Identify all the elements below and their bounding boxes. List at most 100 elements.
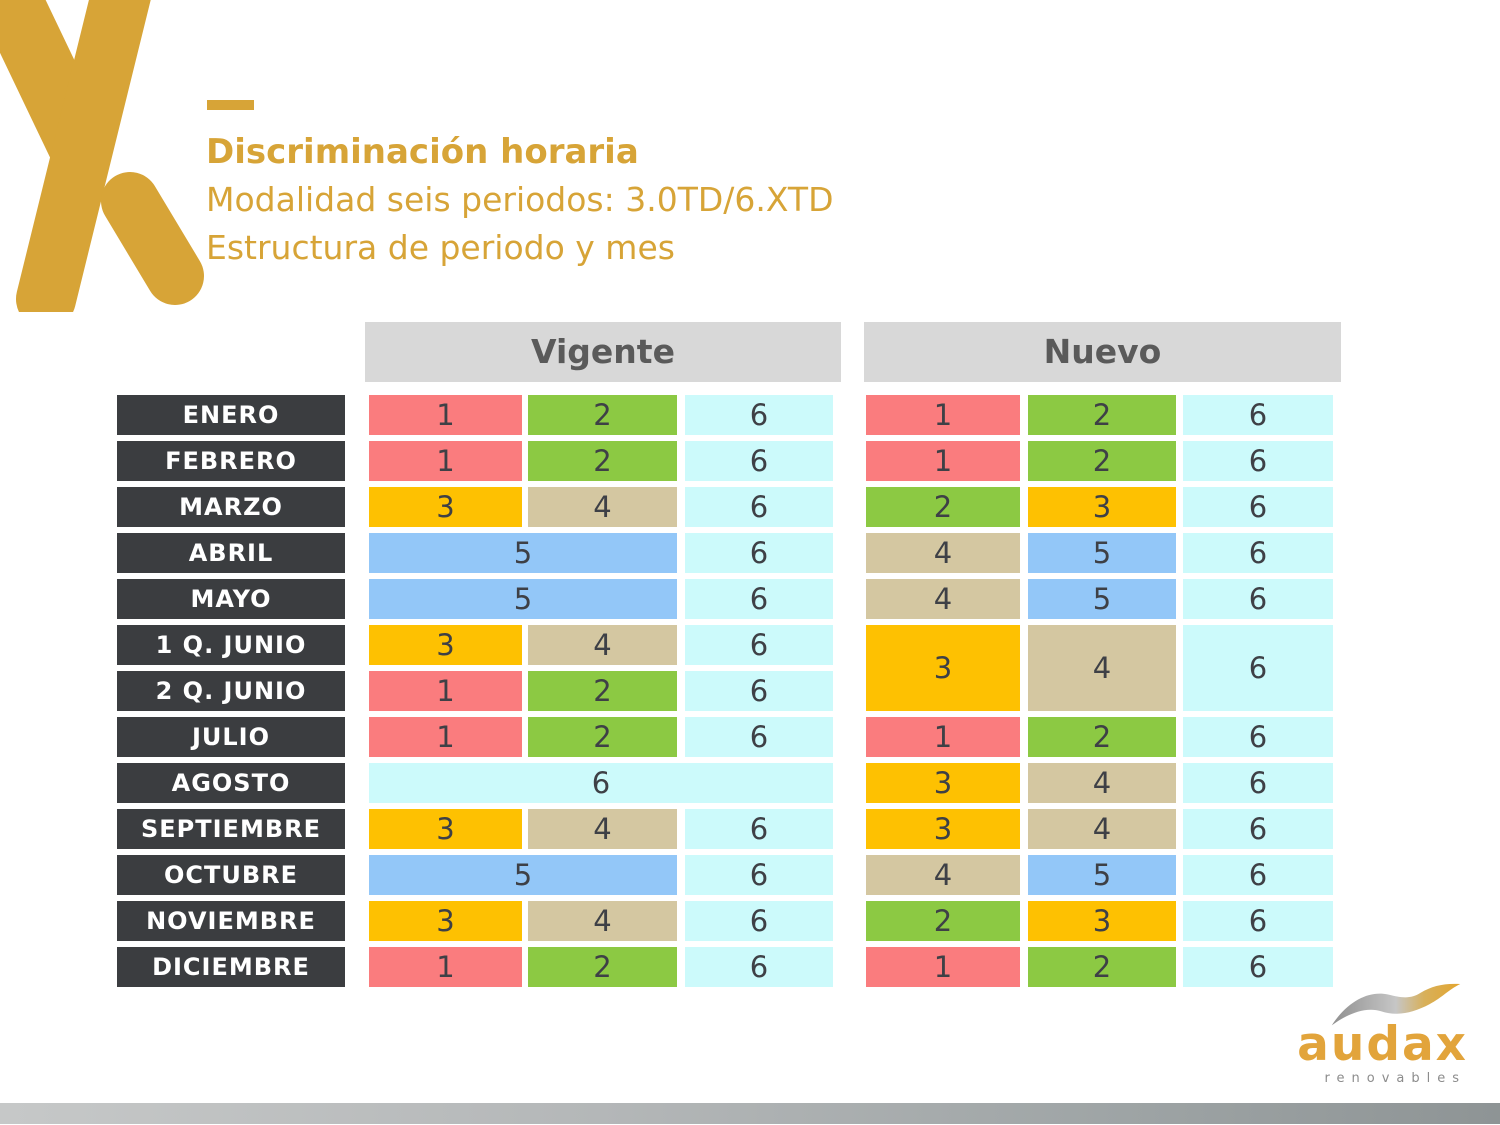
period-cell: 4 bbox=[1028, 763, 1176, 803]
brand-subtitle: renovables bbox=[1324, 1071, 1466, 1086]
period-cell: 2 bbox=[1028, 395, 1176, 435]
column-header-nuevo: Nuevo bbox=[864, 322, 1341, 382]
period-cell: 5 bbox=[369, 855, 677, 895]
period-cell: 2 bbox=[1028, 947, 1176, 987]
period-cell: 3 bbox=[866, 809, 1020, 849]
period-cell: 2 bbox=[528, 947, 677, 987]
period-cell: 3 bbox=[369, 487, 522, 527]
period-cell: 4 bbox=[528, 809, 677, 849]
month-label: JULIO bbox=[117, 717, 345, 757]
period-cell: 6 bbox=[685, 671, 833, 711]
period-cell: 2 bbox=[866, 901, 1020, 941]
footer-gradient-bar bbox=[0, 1103, 1500, 1124]
table-row: 1 Q. JUNIO 3 4 6 bbox=[117, 625, 833, 665]
period-cell: 1 bbox=[369, 947, 522, 987]
table-row: AGOSTO 6 3 4 6 bbox=[117, 763, 1333, 803]
month-label: SEPTIEMBRE bbox=[117, 809, 345, 849]
period-cell: 1 bbox=[369, 671, 522, 711]
period-cell: 2 bbox=[528, 717, 677, 757]
period-cell: 4 bbox=[866, 855, 1020, 895]
month-label: AGOSTO bbox=[117, 763, 345, 803]
period-cell: 3 bbox=[369, 901, 522, 941]
period-cell: 3 bbox=[1028, 901, 1176, 941]
table-row: JULIO 1 2 6 1 2 6 bbox=[117, 717, 1333, 757]
period-table: Vigente Nuevo ENERO 1 2 6 1 2 6 FEBRERO … bbox=[117, 322, 1357, 1012]
period-cell: 3 bbox=[369, 625, 522, 665]
audax-x-logo-icon bbox=[0, 0, 204, 312]
table-row: FEBRERO 1 2 6 1 2 6 bbox=[117, 441, 1333, 481]
period-cell-merged-junio: 6 bbox=[1183, 625, 1333, 711]
period-cell: 6 bbox=[685, 947, 833, 987]
month-label: 1 Q. JUNIO bbox=[117, 625, 345, 665]
month-label: OCTUBRE bbox=[117, 855, 345, 895]
period-cell: 6 bbox=[685, 487, 833, 527]
period-cell: 2 bbox=[1028, 717, 1176, 757]
title-accent-dash bbox=[207, 100, 254, 110]
title-block: Discriminación horaria Modalidad seis pe… bbox=[206, 128, 833, 272]
period-cell: 6 bbox=[685, 533, 833, 573]
period-cell: 5 bbox=[1028, 533, 1176, 573]
period-cell: 6 bbox=[685, 579, 833, 619]
table-row: MARZO 3 4 6 2 3 6 bbox=[117, 487, 1333, 527]
period-cell: 6 bbox=[1183, 901, 1333, 941]
period-cell: 2 bbox=[866, 487, 1020, 527]
period-cell-merged-junio: 3 bbox=[866, 625, 1020, 711]
page-subtitle-2: Estructura de periodo y mes bbox=[206, 228, 675, 267]
period-cell: 6 bbox=[1183, 809, 1333, 849]
period-cell: 6 bbox=[1183, 533, 1333, 573]
period-cell: 1 bbox=[369, 441, 522, 481]
period-cell: 4 bbox=[1028, 809, 1176, 849]
table-row: DICIEMBRE 1 2 6 1 2 6 bbox=[117, 947, 1333, 987]
period-cell: 2 bbox=[528, 441, 677, 481]
period-cell: 5 bbox=[1028, 579, 1176, 619]
period-cell: 6 bbox=[1183, 763, 1333, 803]
column-header-vigente: Vigente bbox=[365, 322, 841, 382]
period-cell: 6 bbox=[369, 763, 833, 803]
period-cell-merged-junio: 4 bbox=[1028, 625, 1176, 711]
period-cell: 2 bbox=[1028, 441, 1176, 481]
month-label: MAYO bbox=[117, 579, 345, 619]
period-cell: 4 bbox=[528, 625, 677, 665]
table-row: ABRIL 5 6 4 5 6 bbox=[117, 533, 1333, 573]
period-cell: 6 bbox=[1183, 947, 1333, 987]
period-cell: 1 bbox=[866, 441, 1020, 481]
period-cell: 4 bbox=[528, 487, 677, 527]
period-cell: 4 bbox=[528, 901, 677, 941]
table-row: OCTUBRE 5 6 4 5 6 bbox=[117, 855, 1333, 895]
period-cell: 6 bbox=[685, 901, 833, 941]
table-row: NOVIEMBRE 3 4 6 2 3 6 bbox=[117, 901, 1333, 941]
month-label: ABRIL bbox=[117, 533, 345, 573]
table-row: 2 Q. JUNIO 1 2 6 bbox=[117, 671, 833, 711]
month-label: ENERO bbox=[117, 395, 345, 435]
table-row: ENERO 1 2 6 1 2 6 bbox=[117, 395, 1333, 435]
table-row: SEPTIEMBRE 3 4 6 3 4 6 bbox=[117, 809, 1333, 849]
page-title: Discriminación horaria bbox=[206, 132, 639, 172]
period-cell: 5 bbox=[369, 579, 677, 619]
audax-logo: audax renovables bbox=[1296, 983, 1468, 1086]
period-cell: 6 bbox=[1183, 717, 1333, 757]
period-cell: 6 bbox=[685, 855, 833, 895]
period-cell: 6 bbox=[685, 625, 833, 665]
period-cell: 2 bbox=[528, 671, 677, 711]
period-cell: 1 bbox=[866, 717, 1020, 757]
period-cell: 5 bbox=[1028, 855, 1176, 895]
audax-swoosh-icon bbox=[1331, 983, 1461, 1026]
period-cell: 1 bbox=[866, 395, 1020, 435]
period-cell: 6 bbox=[685, 717, 833, 757]
period-cell: 3 bbox=[866, 763, 1020, 803]
period-cell: 6 bbox=[685, 395, 833, 435]
table-row: MAYO 5 6 4 5 6 bbox=[117, 579, 1333, 619]
period-cell: 1 bbox=[369, 717, 522, 757]
period-cell: 3 bbox=[1028, 487, 1176, 527]
period-cell: 6 bbox=[1183, 579, 1333, 619]
period-cell: 6 bbox=[1183, 855, 1333, 895]
period-cell: 6 bbox=[685, 441, 833, 481]
month-label: FEBRERO bbox=[117, 441, 345, 481]
period-cell: 5 bbox=[369, 533, 677, 573]
period-cell: 4 bbox=[866, 533, 1020, 573]
period-cell: 3 bbox=[369, 809, 522, 849]
month-label: 2 Q. JUNIO bbox=[117, 671, 345, 711]
brand-name: audax bbox=[1297, 1017, 1468, 1072]
period-cell: 6 bbox=[1183, 395, 1333, 435]
